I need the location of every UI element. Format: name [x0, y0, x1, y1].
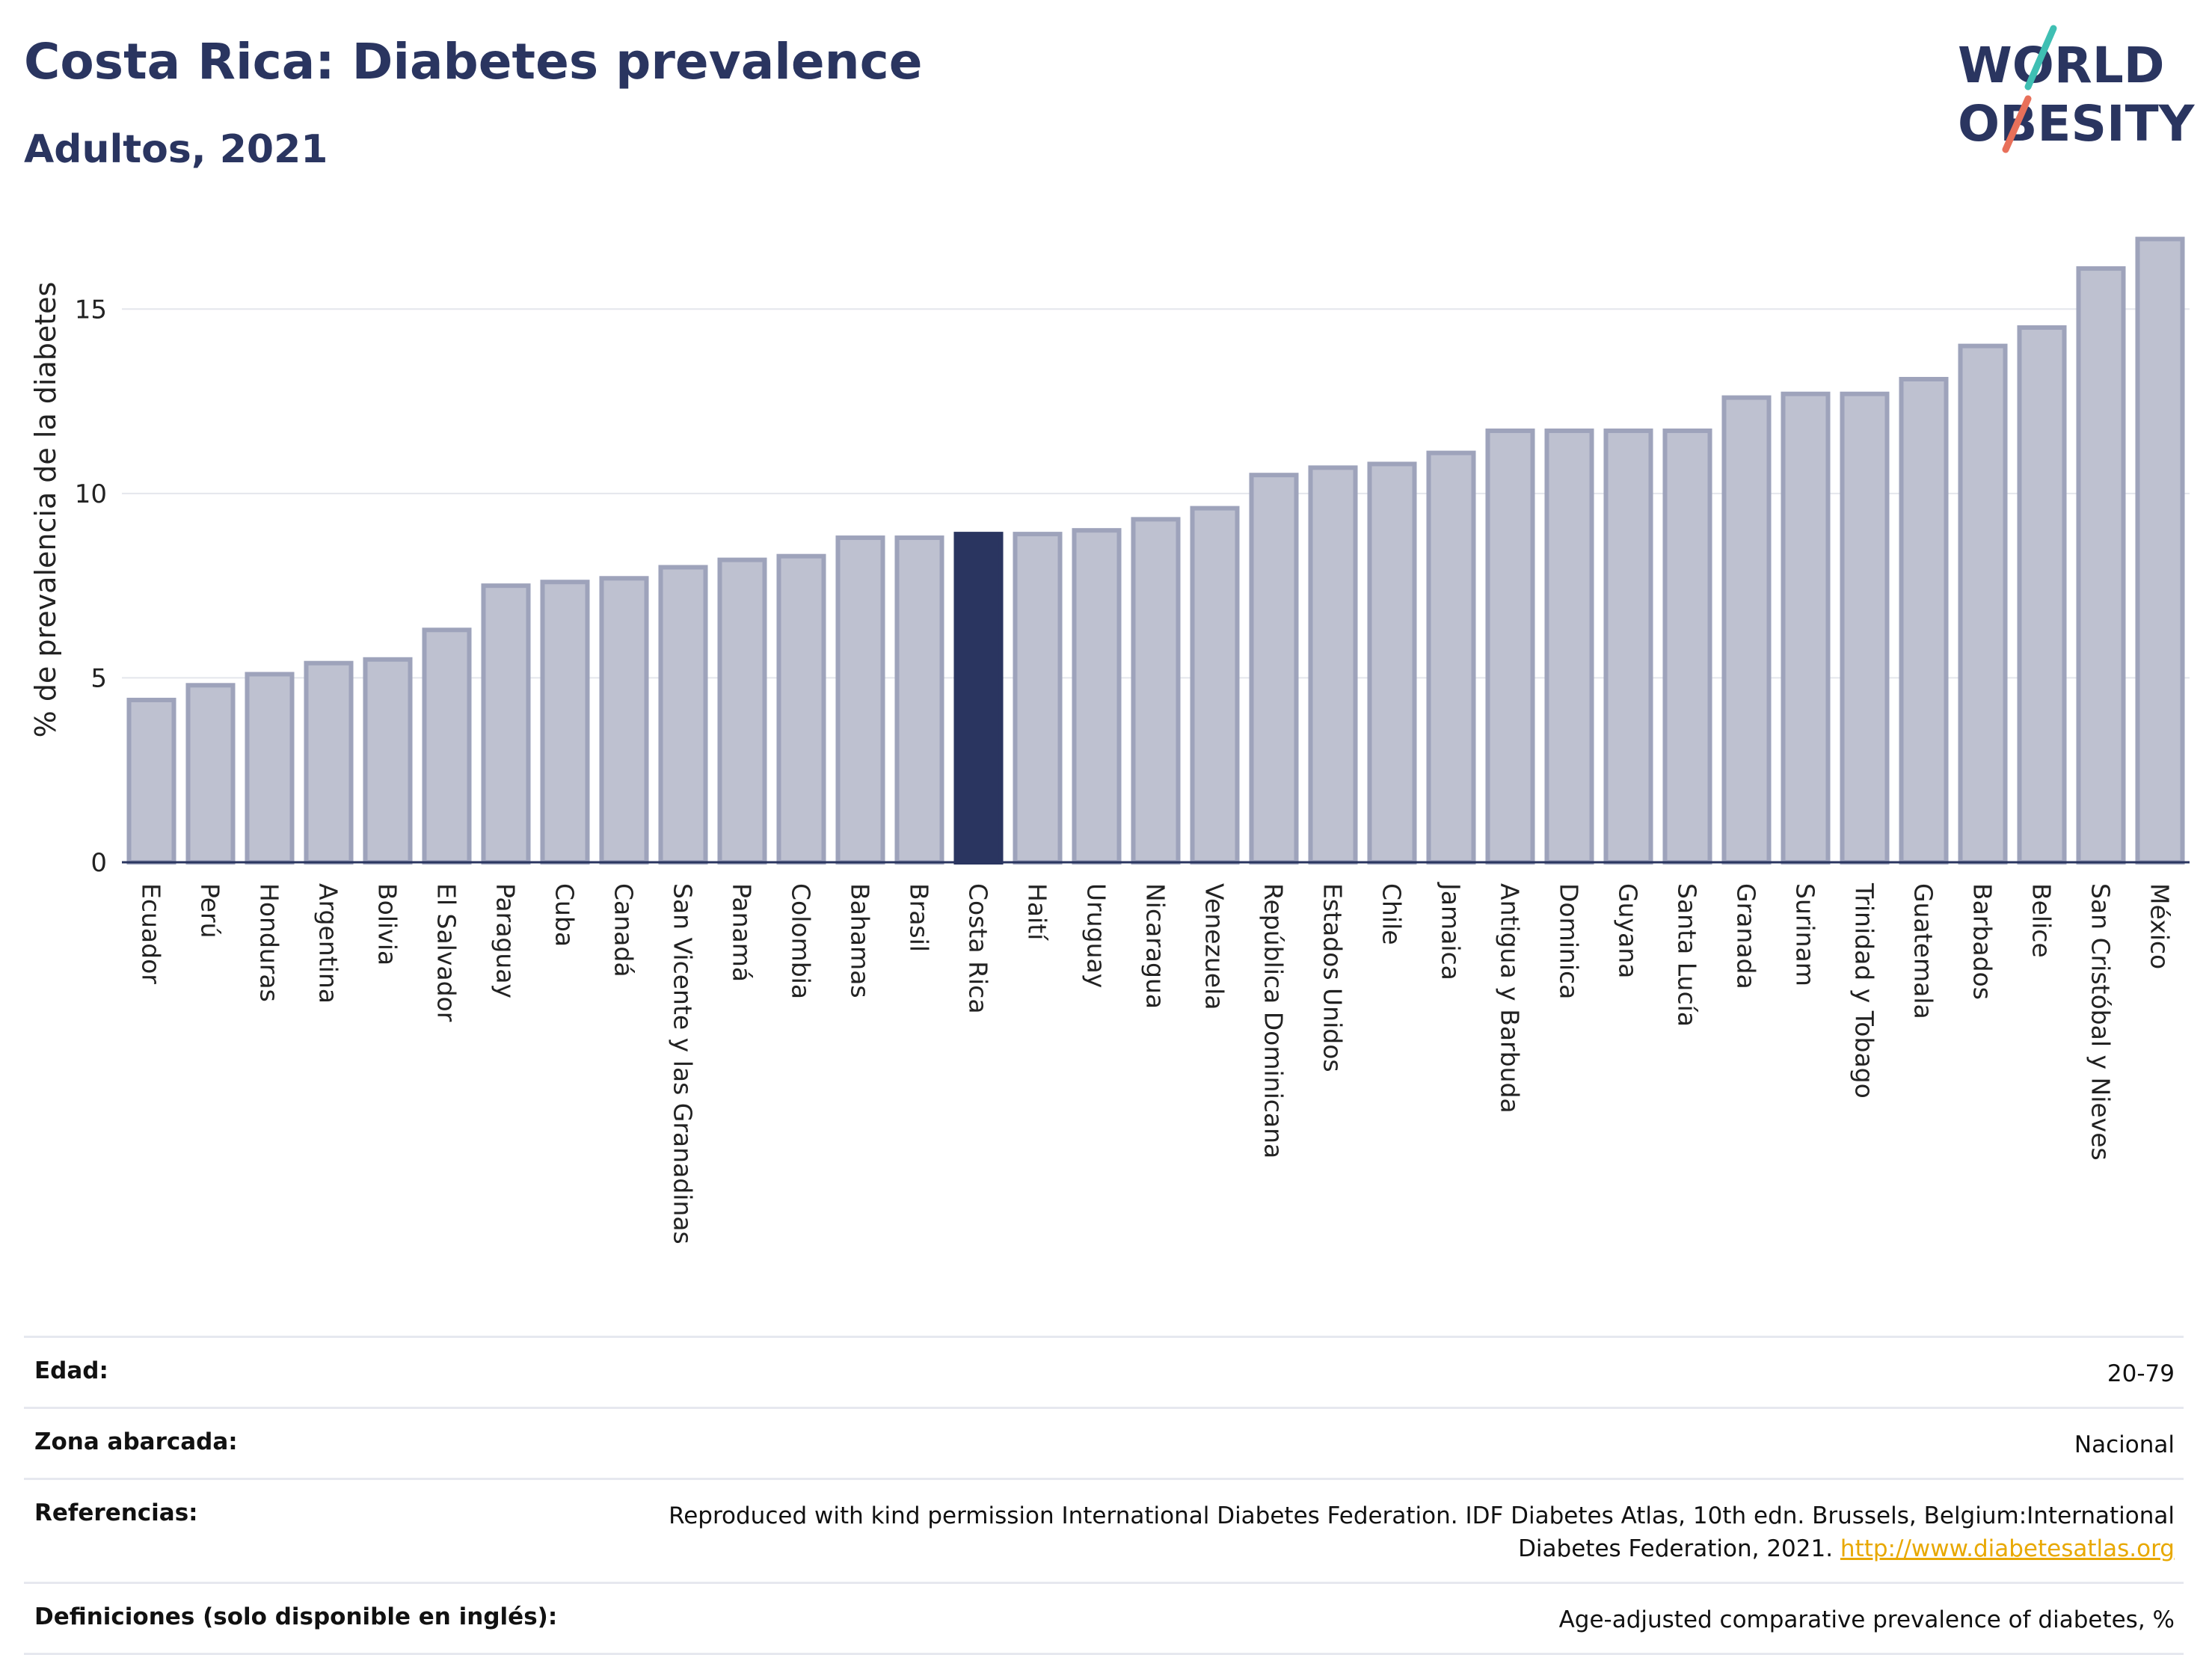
meta-zone-label: Zona abarcada:	[34, 1428, 238, 1455]
x-tick-label: El Salvador	[432, 883, 461, 1022]
bar	[776, 553, 826, 865]
x-tick-label: San Vicente y las Granadinas	[669, 883, 698, 1244]
bar	[126, 698, 176, 865]
meta-row-definitions: Definiciones (solo disponible en inglés)…	[24, 1582, 2184, 1655]
bar	[1131, 517, 1181, 865]
meta-row-zone: Zona abarcada: Nacional	[24, 1407, 2184, 1478]
x-tick-label: Costa Rica	[964, 883, 993, 1014]
y-axis-label: % de prevalencia de la diabetes	[29, 282, 62, 738]
bar	[304, 660, 354, 865]
bar	[1721, 395, 1772, 865]
metadata-table: Edad: 20-79 Zona abarcada: Nacional Refe…	[24, 1336, 2184, 1655]
x-tick-label: Dominica	[1555, 883, 1584, 999]
x-tick-label: Trinidad y Tobago	[1850, 882, 1879, 1099]
x-tick-label: República Dominicana	[1259, 883, 1288, 1158]
bar	[1781, 391, 1831, 865]
x-tick-label: San Cristóbal y Nieves	[2086, 883, 2116, 1161]
bar	[540, 580, 590, 865]
x-tick-label: Argentina	[314, 883, 343, 1004]
y-tick-label: 10	[75, 479, 107, 509]
x-tick-label: Paraguay	[491, 883, 520, 998]
x-tick-label: Colombia	[787, 883, 816, 999]
bar	[2076, 266, 2126, 865]
x-tick-label: Bahamas	[846, 883, 875, 998]
bar	[717, 557, 767, 865]
x-tick-label: Panamá	[728, 883, 757, 982]
bar	[481, 583, 531, 865]
bar	[1662, 429, 1712, 865]
x-tick-label: México	[2145, 883, 2175, 969]
bar	[1190, 506, 1240, 865]
svg-text:OBESITY: OBESITY	[1958, 95, 2196, 153]
y-tick-label: 5	[90, 663, 107, 693]
page-title: Costa Rica: Diabetes prevalence	[24, 33, 923, 90]
bar	[835, 535, 885, 865]
x-tick-label: Chile	[1377, 883, 1407, 945]
bar-chart: 0 5 10 15 % de prevalencia de la diabetes Ecu…	[29, 236, 2190, 1244]
meta-row-age: Edad: 20-79	[24, 1336, 2184, 1407]
x-tick-label: Guyana	[1614, 883, 1643, 978]
meta-defs-value: Age-adjusted comparative prevalence of d…	[1558, 1606, 2175, 1633]
page-subtitle: Adultos, 2021	[24, 127, 328, 172]
bar	[1544, 429, 1594, 865]
meta-row-references: Referencias: Reproduced with kind permis…	[24, 1478, 2184, 1582]
x-tick-label: Cuba	[550, 883, 580, 947]
bar	[1013, 532, 1063, 865]
bar	[1899, 376, 1949, 865]
meta-refs-text: Reproduced with kind permission Internat…	[669, 1502, 2175, 1562]
bar	[1426, 450, 1476, 865]
y-tick-label: 0	[90, 848, 107, 878]
x-tick-label: Canadá	[609, 883, 639, 977]
x-tick-label: Santa Lucía	[1673, 883, 1702, 1027]
x-tick-label: Bolivia	[373, 883, 402, 965]
x-tick-label: Surinam	[1791, 883, 1820, 986]
x-tick-label: Brasil	[905, 883, 934, 952]
meta-defs-label: Definiciones (solo disponible en inglés)…	[34, 1603, 558, 1630]
x-tick-label: Haití	[1023, 883, 1052, 942]
bar	[245, 672, 295, 865]
diabetes-atlas-link[interactable]: http://www.diabetesatlas.org	[1840, 1535, 2175, 1562]
x-tick-label: Jamaica	[1437, 882, 1466, 980]
meta-age-value: 20-79	[2107, 1360, 2175, 1387]
meta-age-label: Edad:	[34, 1357, 108, 1384]
bar	[1840, 391, 1890, 865]
bar	[1249, 473, 1299, 865]
x-tick-label: Ecuador	[137, 883, 166, 984]
bar	[599, 576, 649, 865]
bar	[422, 627, 472, 865]
bar	[1485, 429, 1535, 865]
bar	[953, 532, 1004, 865]
bar	[2135, 236, 2185, 865]
meta-refs-value: Reproduced with kind permission Internat…	[619, 1499, 2175, 1565]
x-tick-label: Estados Unidos	[1318, 883, 1348, 1072]
meta-refs-label: Referencias:	[34, 1499, 198, 1526]
bar	[2017, 325, 2067, 865]
world-obesity-logo: WORLD OBESITY	[1958, 25, 2196, 153]
x-tick-label: Nicaragua	[1141, 883, 1170, 1009]
bar	[1367, 461, 1417, 865]
meta-zone-value: Nacional	[2074, 1431, 2175, 1458]
svg-text:WORLD: WORLD	[1958, 37, 2165, 94]
x-tick-label: Venezuela	[1200, 883, 1229, 1010]
bar	[1958, 343, 2008, 865]
x-tick-label: Antigua y Barbuda	[1496, 883, 1525, 1114]
x-tick-label: Guatemala	[1909, 883, 1938, 1019]
bar	[1308, 465, 1358, 865]
bar	[658, 565, 708, 865]
bar	[894, 535, 944, 865]
x-tick-label: Perú	[196, 883, 225, 939]
y-tick-label: 15	[75, 295, 107, 325]
x-tick-label: Barbados	[1968, 883, 1997, 1000]
x-tick-label: Belice	[2027, 883, 2056, 958]
bar	[1072, 528, 1122, 865]
bar	[363, 657, 413, 865]
x-tick-label: Granada	[1732, 883, 1761, 989]
x-tick-label: Honduras	[255, 883, 284, 1002]
bar	[1603, 429, 1653, 865]
bar	[185, 683, 236, 865]
x-tick-label: Uruguay	[1082, 883, 1111, 988]
